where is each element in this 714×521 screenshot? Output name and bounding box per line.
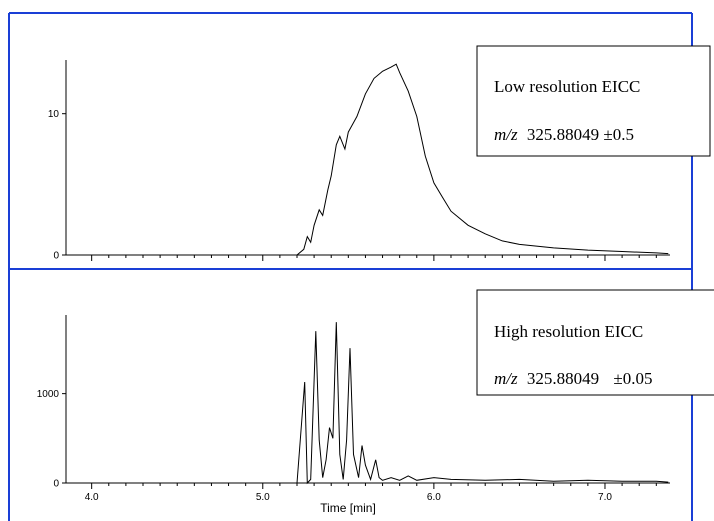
bottom-xtick-label: 4.0 bbox=[85, 492, 99, 503]
bottom-xtick-label: 5.0 bbox=[256, 492, 270, 503]
top-panel: 0 10 Low resolution EICC m/z 325.88049 ±0… bbox=[48, 45, 711, 262]
top-series-line bbox=[74, 63, 669, 256]
bottom-legend-mz: m/z 325.88049 ±0.05 bbox=[494, 369, 652, 388]
bottom-legend-mz-tolerance: ±0.05 bbox=[613, 369, 652, 388]
top-legend-title: Low resolution EICC bbox=[494, 77, 640, 96]
bottom-legend-title: High resolution EICC bbox=[494, 322, 643, 341]
bottom-legend-mz-label: m/z bbox=[494, 369, 518, 388]
bottom-ytick-label: 0 bbox=[53, 479, 59, 490]
bottom-xtick-label: 6.0 bbox=[427, 492, 441, 503]
x-axis-label: Time [min] bbox=[320, 501, 376, 515]
bottom-legend-mz-value: 325.88049 bbox=[527, 369, 599, 388]
bottom-panel: 0 1000 4.0 5.0 6.0 7.0 Time [min] High resol… bbox=[37, 289, 714, 515]
top-ytick-label: 10 bbox=[48, 109, 60, 120]
top-legend-mz: m/z 325.88049 ±0.5 bbox=[494, 125, 634, 144]
top-legend-box bbox=[476, 45, 711, 157]
bottom-legend-box bbox=[476, 289, 714, 396]
top-legend-mz-value: 325.88049 bbox=[527, 125, 599, 144]
top-legend-mz-label: m/z bbox=[494, 125, 518, 144]
top-legend-mz-tolerance: ±0.5 bbox=[603, 125, 634, 144]
top-ytick-label: 0 bbox=[53, 251, 59, 262]
bottom-series-line bbox=[74, 322, 669, 485]
bottom-ytick-label: 1000 bbox=[37, 389, 60, 400]
bottom-xtick-label: 7.0 bbox=[598, 492, 612, 503]
